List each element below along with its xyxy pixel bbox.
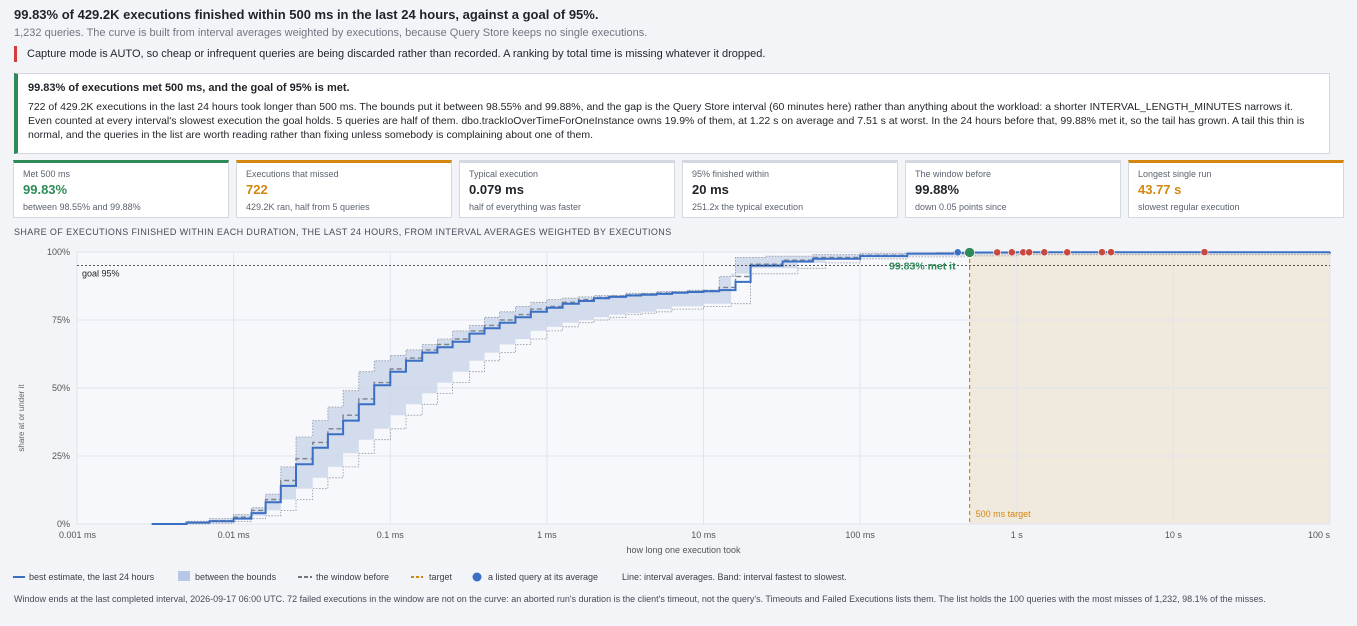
x-tick-label: 100 ms xyxy=(845,530,875,540)
bounds-band xyxy=(151,252,1331,524)
x-tick-label: 10 ms xyxy=(691,530,716,540)
goal-label: goal 95% xyxy=(82,269,120,279)
card-value: 99.88% xyxy=(915,182,960,197)
legend-before-label: the window before xyxy=(316,572,390,582)
card-subtext: half of everything was faster xyxy=(469,202,582,212)
card-value: 99.83% xyxy=(23,182,68,197)
listed-query-dot xyxy=(1040,248,1049,257)
met-annotation: 99.83% met it xyxy=(889,260,956,272)
card-longest-run: Longest single run 43.77 s slowest regul… xyxy=(1128,160,1344,218)
legend-line-swatch xyxy=(13,576,25,578)
x-tick-label: 1 ms xyxy=(537,530,557,540)
footnote: Window ends at the last completed interv… xyxy=(14,594,1266,604)
card-label: Longest single run xyxy=(1138,169,1212,179)
legend-note: Line: interval averages. Band: interval … xyxy=(622,572,847,582)
card-missed: Executions that missed 722 429.2K ran, h… xyxy=(236,160,452,218)
listed-query-dot xyxy=(1107,248,1115,257)
card-value: 0.079 ms xyxy=(469,182,524,197)
card-value: 43.77 s xyxy=(1138,182,1182,197)
capture-mode-warning: Capture mode is AUTO, so cheap or infreq… xyxy=(14,46,765,62)
page-subline: 1,232 queries. The curve is built from i… xyxy=(14,27,648,39)
listed-query-dot xyxy=(1025,248,1034,257)
card-value: 20 ms xyxy=(692,182,729,197)
legend-bounds-label: between the bounds xyxy=(195,572,277,582)
card-label: Met 500 ms xyxy=(23,169,71,179)
verdict-panel: 99.83% of executions met 500 ms, and the… xyxy=(14,73,1330,154)
verdict-body: 722 of 429.2K executions in the last 24 … xyxy=(28,101,1305,141)
card-label: Typical execution xyxy=(469,169,539,179)
card-value: 722 xyxy=(246,182,268,197)
legend-query-label: a listed query at its average xyxy=(488,572,599,582)
listed-query-dot xyxy=(1063,248,1072,257)
legend-query-dot xyxy=(472,572,482,582)
listed-query-dot xyxy=(964,247,975,258)
y-tick-label: 75% xyxy=(52,315,70,325)
legend-target-label: target xyxy=(429,572,453,582)
best-estimate-line xyxy=(151,251,1331,525)
duration-cdf-chart: goal 95% 500 ms target 99.83% met it 0.001 … xyxy=(17,247,1331,555)
card-met-goal: Met 500 ms 99.83% between 98.55% and 99.… xyxy=(13,160,229,218)
legend-target-swatch xyxy=(411,576,423,578)
x-tick-label: 0.01 ms xyxy=(218,530,251,540)
y-tick-label: 50% xyxy=(52,383,70,393)
page-headline: 99.83% of 429.2K executions finished wit… xyxy=(14,7,599,22)
y-axis-label: share at or under it xyxy=(17,384,26,452)
card-subtext: 251.2x the typical execution xyxy=(692,202,804,212)
legend-before-swatch xyxy=(298,576,312,578)
listed-query-dot xyxy=(1007,248,1016,257)
legend-best-label: best estimate, the last 24 hours xyxy=(29,572,155,582)
listed-query-dot xyxy=(993,248,1002,257)
x-tick-label: 0.001 ms xyxy=(59,530,97,540)
legend-band-swatch xyxy=(178,571,190,581)
listed-query-dot xyxy=(1200,248,1209,257)
card-subtext: between 98.55% and 99.88% xyxy=(23,202,141,212)
card-subtext: slowest regular execution xyxy=(1138,202,1240,212)
y-tick-label: 100% xyxy=(47,247,70,257)
card-label: 95% finished within xyxy=(692,169,770,179)
chart-title: SHARE OF EXECUTIONS FINISHED WITHIN EACH… xyxy=(14,227,672,237)
target-label: 500 ms target xyxy=(976,509,1032,519)
card-label: Executions that missed xyxy=(246,169,339,179)
card-subtext: down 0.05 points since xyxy=(915,202,1007,212)
verdict-title: 99.83% of executions met 500 ms, and the… xyxy=(28,82,350,94)
card-label: The window before xyxy=(915,169,992,179)
lower-bound-line xyxy=(186,252,1331,525)
x-tick-label: 10 s xyxy=(1165,530,1183,540)
card-window-before: The window before 99.88% down 0.05 point… xyxy=(905,160,1121,218)
card-p95: 95% finished within 20 ms 251.2x the typ… xyxy=(682,160,898,218)
listed-query-dot xyxy=(953,248,962,257)
x-tick-label: 1 s xyxy=(1011,530,1024,540)
x-tick-label: 100 s xyxy=(1308,530,1331,540)
listed-query-dot xyxy=(1098,248,1106,257)
card-subtext: 429.2K ran, half from 5 queries xyxy=(246,202,370,212)
x-tick-label: 0.1 ms xyxy=(377,530,405,540)
card-typical: Typical execution 0.079 ms half of every… xyxy=(459,160,675,218)
y-tick-label: 0% xyxy=(57,519,70,529)
x-axis-label: how long one execution took xyxy=(626,545,741,555)
y-tick-label: 25% xyxy=(52,451,70,461)
